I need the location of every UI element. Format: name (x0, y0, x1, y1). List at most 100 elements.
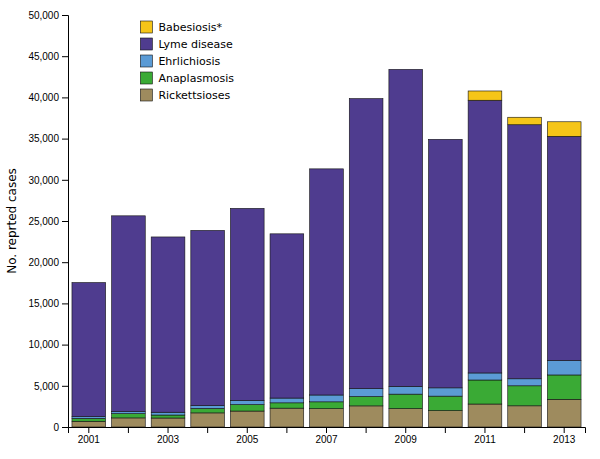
bar (429, 139, 463, 388)
y-tick: 45,000 (28, 51, 68, 62)
bar (191, 413, 225, 427)
bar (230, 208, 264, 400)
tick-label: 2001 (78, 434, 101, 445)
x-axis: 2001 2003 2005 2007 2009 2011 2013 (69, 427, 586, 445)
x-tick: 2001 (78, 427, 101, 445)
legend-item: Anaplasmosis (140, 72, 234, 85)
bar (468, 373, 502, 380)
bar (112, 216, 146, 412)
x-tick (445, 427, 446, 433)
bar (151, 412, 185, 415)
bar (547, 136, 581, 360)
y-tick: 20,000 (28, 257, 68, 268)
axis-line (62, 16, 69, 428)
bar (349, 397, 383, 406)
legend-item: Ehrlichiosis (140, 55, 220, 68)
bar (429, 139, 463, 140)
tick-mark (62, 262, 68, 263)
bar (72, 282, 106, 283)
tick-label: 50,000 (28, 10, 59, 21)
tick-mark (524, 427, 525, 433)
bar (230, 405, 264, 411)
y-tick: 25,000 (28, 216, 68, 227)
legend-item: Lyme disease (140, 38, 233, 51)
y-tick: 40,000 (28, 92, 68, 103)
tick-mark (366, 427, 367, 433)
tick-mark (326, 427, 327, 433)
series (468, 91, 581, 136)
tick-mark (128, 427, 129, 433)
tick-mark (88, 427, 89, 433)
tick-label: 2011 (474, 434, 496, 445)
bar (310, 168, 344, 169)
x-tick (524, 427, 525, 433)
tick-mark (62, 427, 68, 428)
bar (508, 125, 542, 379)
tick-mark (247, 427, 248, 433)
tick-label: 5,000 (34, 381, 59, 392)
tick-label: 0 (53, 422, 59, 433)
tick-label: 20,000 (28, 257, 59, 268)
tick-mark (62, 180, 68, 181)
legend-label: Babesiosis* (158, 21, 222, 34)
x-tick: 2003 (157, 427, 180, 445)
tick-mark (62, 345, 68, 346)
tick-mark (405, 427, 406, 433)
tick-mark (62, 56, 68, 57)
tick-label: 2007 (315, 434, 338, 445)
bar (310, 402, 344, 409)
legend-label: Lyme disease (158, 38, 233, 51)
tick-label: 45,000 (28, 51, 59, 62)
bar (270, 233, 304, 234)
legend-swatch (140, 89, 152, 101)
y-tick: 5,000 (34, 381, 68, 392)
axis-line (69, 428, 586, 434)
y-tick: 15,000 (28, 298, 68, 309)
bars (72, 69, 581, 427)
tick-label: 15,000 (28, 298, 59, 309)
x-tick: 2009 (395, 427, 418, 445)
series (72, 69, 581, 416)
bar (349, 389, 383, 397)
bar (429, 411, 463, 427)
y-axis-title: No. reprted cases (5, 168, 19, 274)
tick-label: 2003 (157, 434, 180, 445)
x-tick (128, 427, 129, 433)
bar (389, 69, 423, 386)
legend-label: Anaplasmosis (158, 72, 234, 85)
legend-swatch (140, 55, 152, 67)
y-tick: 10,000 (28, 339, 68, 350)
bar (547, 399, 581, 427)
bar (112, 215, 146, 216)
bar (230, 400, 264, 404)
bar (310, 395, 344, 402)
bar (468, 100, 502, 373)
y-tick: 50,000 (28, 10, 68, 21)
legend-label: Rickettsioses (158, 89, 230, 102)
tick-mark (62, 303, 68, 304)
chart: 2001 2003 2005 2007 2009 2011 2013 0 5,000 10,000… (0, 0, 600, 459)
tick-mark (62, 386, 68, 387)
bar (191, 230, 225, 231)
legend-label: Ehrlichiosis (158, 55, 220, 68)
bar (547, 375, 581, 399)
x-tick: 2005 (236, 427, 259, 445)
bar (112, 414, 146, 418)
legend: Babesiosis* Lyme disease Ehrlichiosis Anapl… (140, 21, 234, 102)
bar (72, 421, 106, 427)
bar (468, 404, 502, 427)
y-axis: 05,00010,00015,00020,00025,00030,00035,0… (28, 10, 68, 433)
bar (468, 380, 502, 404)
bar (429, 388, 463, 396)
bar (349, 406, 383, 427)
bar (112, 412, 146, 414)
tick-label: 2009 (395, 434, 418, 445)
bar (151, 418, 185, 427)
bar (389, 394, 423, 409)
tick-mark (445, 427, 446, 433)
x-tick: 2013 (553, 427, 576, 445)
bar (72, 283, 106, 417)
bar (389, 386, 423, 394)
tick-mark (168, 427, 169, 433)
bar (191, 230, 225, 405)
